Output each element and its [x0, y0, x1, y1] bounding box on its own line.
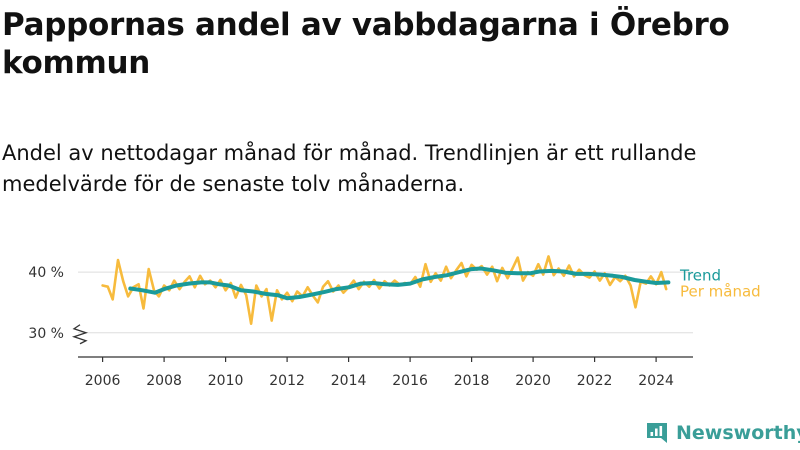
- axis-break-icon: [71, 324, 89, 345]
- chart-subtitle: Andel av nettodagar månad för månad. Tre…: [2, 141, 697, 196]
- series-line-per-manad: [101, 255, 668, 325]
- brand-name: Newsworthy: [676, 422, 800, 444]
- x-tick-label: 2020: [515, 373, 551, 389]
- x-tick-label: 2008: [146, 373, 182, 389]
- x-tick-label: 2018: [454, 373, 490, 389]
- newsworthy-brand: Newsworthy: [645, 420, 800, 446]
- x-tick-label: 2012: [269, 373, 305, 389]
- series-line-trend: [128, 266, 671, 301]
- x-tick-label: 2010: [208, 373, 244, 389]
- series-lines: [101, 255, 671, 325]
- legend-label-per-manad: Per månad: [680, 282, 761, 300]
- x-tick-label: 2014: [331, 373, 367, 389]
- legend-label-trend: Trend: [679, 266, 721, 284]
- y-tick-label: 30 %: [28, 326, 64, 342]
- x-tick-label: 2006: [85, 373, 121, 389]
- x-tick-label: 2016: [392, 373, 428, 389]
- x-tick-label: 2022: [577, 373, 613, 389]
- y-tick-label: 40 %: [28, 265, 64, 281]
- axes: 30 % 40 % 2006 2008 2010 2012 2014 2016 2018 2020…: [28, 265, 693, 389]
- newsworthy-logo-icon: [647, 423, 667, 443]
- chart-title: Pappornas andel av vabbdagarna i Örebro …: [2, 7, 730, 81]
- x-tick-label: 2024: [638, 373, 674, 389]
